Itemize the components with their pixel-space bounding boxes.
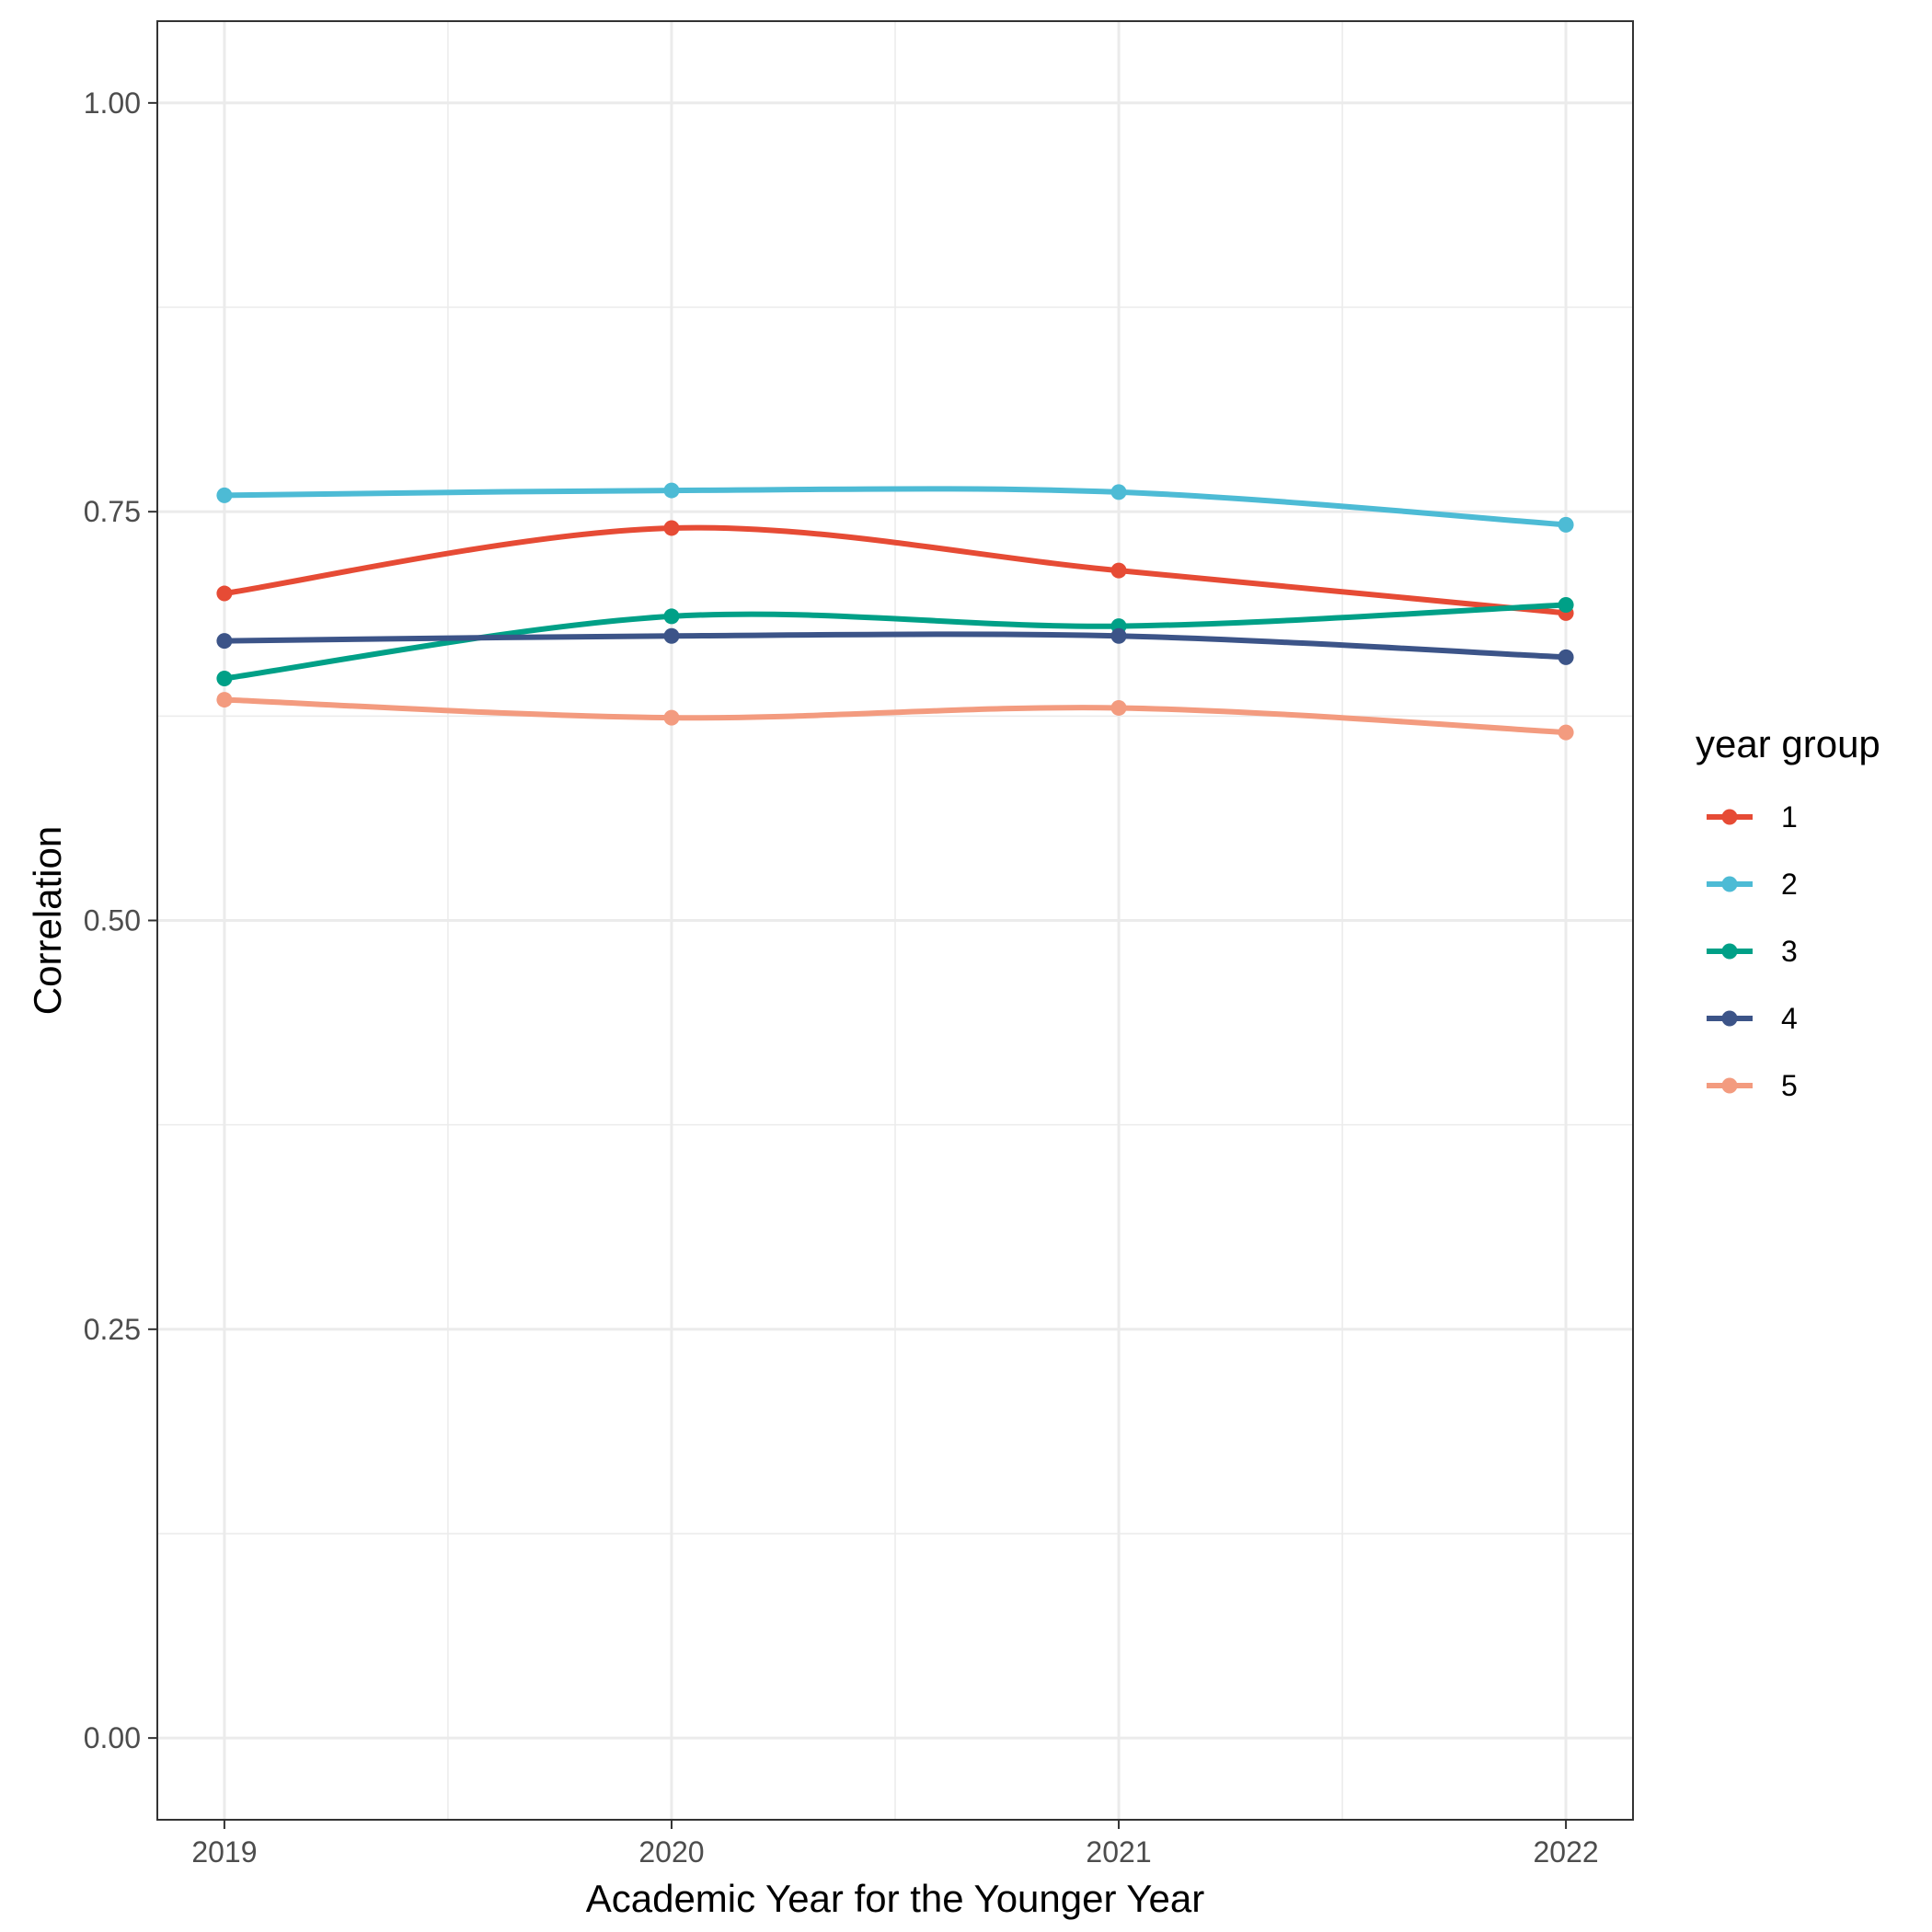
series-2 bbox=[216, 482, 1574, 533]
data-point-5 bbox=[216, 692, 233, 708]
data-point-1 bbox=[663, 520, 680, 536]
x-tick-label: 2019 bbox=[191, 1835, 257, 1869]
legend-item-1: 1 bbox=[1707, 800, 1798, 834]
axes: 0.00 0.25 0.50 0.75 1.00 2019 2020 2021 2022 bbox=[84, 86, 1599, 1869]
grid-lines bbox=[157, 21, 1633, 1820]
data-point-4 bbox=[663, 627, 680, 644]
data-point-3 bbox=[663, 608, 680, 625]
legend-item-4: 4 bbox=[1707, 1002, 1798, 1035]
y-tick-label: 0.75 bbox=[84, 495, 141, 528]
series-line-1 bbox=[221, 524, 1570, 616]
legend-key-point bbox=[1721, 809, 1738, 825]
legend-key-point bbox=[1721, 1077, 1738, 1094]
series-lines bbox=[216, 482, 1574, 741]
y-tick-label: 1.00 bbox=[84, 86, 141, 120]
legend-item-5: 5 bbox=[1707, 1069, 1798, 1102]
legend-label: 3 bbox=[1781, 935, 1798, 968]
x-axis-title: Academic Year for the Younger Year bbox=[586, 1877, 1205, 1920]
legend: year group 1 2 3 4 5 bbox=[1696, 722, 1880, 1102]
data-point-4 bbox=[1110, 627, 1127, 644]
data-point-4 bbox=[216, 633, 233, 650]
series-line-4 bbox=[221, 631, 1570, 661]
series-line-3 bbox=[221, 602, 1570, 682]
data-point-2 bbox=[1558, 516, 1574, 533]
data-point-3 bbox=[216, 670, 233, 686]
data-point-4 bbox=[1558, 649, 1574, 665]
y-axis-title: Correlation bbox=[26, 826, 69, 1015]
data-point-2 bbox=[216, 487, 233, 503]
series-5 bbox=[216, 692, 1574, 741]
legend-key-point bbox=[1721, 876, 1738, 892]
data-point-5 bbox=[1558, 724, 1574, 741]
y-tick-label: 0.00 bbox=[84, 1721, 141, 1754]
x-tick-label: 2020 bbox=[638, 1835, 704, 1869]
legend-label: 4 bbox=[1781, 1002, 1798, 1035]
series-line-5 bbox=[221, 696, 1570, 736]
legend-key-point bbox=[1721, 1010, 1738, 1027]
data-point-1 bbox=[216, 585, 233, 602]
legend-item-2: 2 bbox=[1707, 868, 1798, 901]
data-point-5 bbox=[663, 709, 680, 726]
data-point-5 bbox=[1110, 699, 1127, 716]
legend-label: 1 bbox=[1781, 800, 1798, 834]
legend-label: 5 bbox=[1781, 1069, 1798, 1102]
data-point-3 bbox=[1558, 596, 1574, 613]
data-point-1 bbox=[1110, 562, 1127, 579]
legend-key-point bbox=[1721, 943, 1738, 960]
y-tick-label: 0.25 bbox=[84, 1313, 141, 1346]
y-tick-label: 0.50 bbox=[84, 904, 141, 937]
x-tick-label: 2021 bbox=[1086, 1835, 1151, 1869]
legend-label: 2 bbox=[1781, 868, 1798, 901]
legend-title: year group bbox=[1696, 722, 1880, 765]
data-point-2 bbox=[1110, 484, 1127, 500]
data-point-2 bbox=[663, 482, 680, 499]
series-4 bbox=[216, 627, 1574, 665]
legend-item-3: 3 bbox=[1707, 935, 1798, 968]
x-tick-label: 2022 bbox=[1533, 1835, 1598, 1869]
series-line-2 bbox=[221, 486, 1570, 528]
series-3 bbox=[216, 596, 1574, 686]
